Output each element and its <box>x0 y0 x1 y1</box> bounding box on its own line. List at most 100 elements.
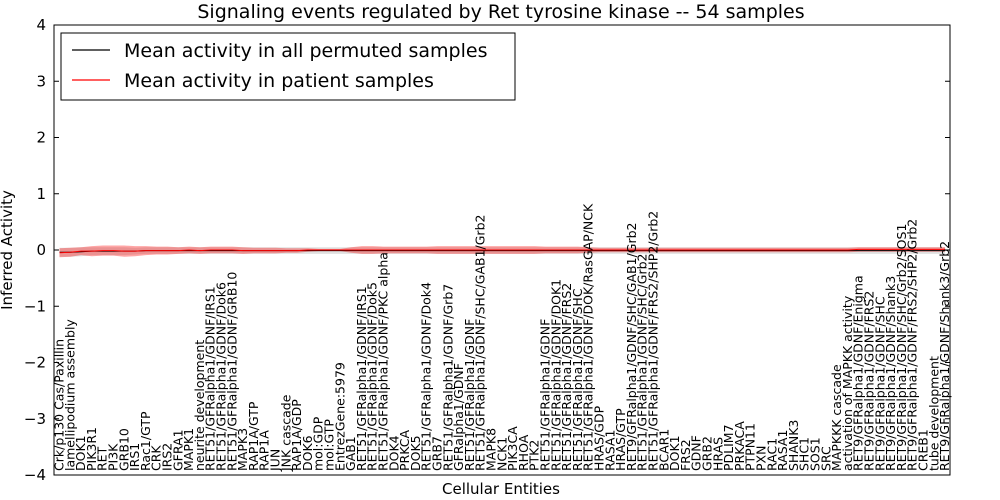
x-tick-label: RHOA <box>516 434 531 471</box>
x-tick-label: RET9/GFRalpha1/GDNF/Enigma <box>851 275 866 471</box>
x-tick-label: RET9/GFRalpha1/GDNF/SHC <box>872 296 887 471</box>
x-tick-label: RET51/GFRalpha1/GDNF/DOK1 <box>548 279 563 471</box>
x-tick-label: MAPKKK cascade <box>829 364 844 471</box>
y-tick-label: −3 <box>24 410 46 428</box>
x-tick-label: RET51/GFRalpha1/GDNF/Dok4 <box>419 282 434 471</box>
y-ticks: 4 3 2 1 0 −1 −2 −3 −4 <box>24 16 950 484</box>
x-tick-label: CREB1 <box>916 429 931 471</box>
x-tick-label: DOK6 <box>300 435 315 471</box>
y-tick-label: 2 <box>36 129 46 147</box>
x-tick-label: IRS1 <box>127 443 142 471</box>
x-tick-label: Crk/p130 Cas/Paxillin <box>52 339 67 471</box>
x-tick-label: HRAS <box>710 437 725 471</box>
x-tick-label: PIK3R1 <box>84 427 99 471</box>
x-tick-label: GDNF <box>689 435 704 471</box>
x-tick-label: MAPK8 <box>484 428 499 471</box>
x-tick-label: RET9/GFRalpha1/GDNF/FRS2/SHP2/Grb2 <box>905 219 920 471</box>
x-tick-label: HRAS/GDP <box>592 405 607 471</box>
x-tick-label: RET51/GFRalpha1/GDNF/FRS2/SHP2/Grb2 <box>646 211 661 471</box>
y-tick-label: −4 <box>24 466 46 484</box>
x-tick-label: GFRA1 <box>170 429 185 471</box>
x-tick-label: lamellipodium assembly <box>62 319 77 471</box>
x-tick-label: DOK5 <box>408 435 423 471</box>
y-axis-label: Inferred Activity <box>0 190 16 310</box>
x-tick-label: RET51/GFRalpha1/GDNF/IRS1 <box>354 286 369 471</box>
x-tick-label: RASA1 <box>775 430 790 471</box>
confidence-bands <box>59 245 946 258</box>
x-tick-label: RET51/GFRalpha1/GDNF/IRS1 <box>203 286 218 471</box>
series-lines <box>59 248 946 254</box>
x-tick-label: RET51/GFRalpha1/GDNF/SHC <box>570 288 585 471</box>
y-tick-label: 1 <box>36 185 46 203</box>
x-tick-label: RET9/GFRalpha1/GDNF/Shank3 <box>883 276 898 471</box>
x-tick-label: mol:GDP <box>311 416 326 471</box>
legend-box <box>60 32 516 101</box>
x-tick-label: JUN <box>268 449 283 472</box>
x-tick-label: RET9/GFRalpha1/GDNF/FRS2 <box>862 291 877 471</box>
x-tick-label: RET51/GFRalpha1/GDNF/Dok5 <box>365 282 380 471</box>
x-tick-label: RET51/GFRalpha1/GDNF/Grb7 <box>440 284 455 471</box>
x-tick-label: RAP1A/GTP <box>246 401 261 471</box>
x-tick-label: RAP1A/GDP <box>289 399 304 471</box>
x-tick-label: RET51/GFRalpha1/GDNF/PKC alpha <box>376 252 391 471</box>
x-tick-label: PTPN11 <box>743 423 758 471</box>
x-tick-label: IRS2 <box>160 443 175 471</box>
y-tick-label: 3 <box>36 72 46 90</box>
band-patient <box>59 245 946 258</box>
x-tick-label: RET51/GFRalpha1/GDNF/FRS2 <box>559 283 574 471</box>
x-tick-label: RASA1 <box>602 430 617 471</box>
x-tick-label: MAPK3 <box>235 428 250 471</box>
legend-label-permuted: Mean activity in all permuted samples <box>124 40 487 62</box>
line-patient <box>59 248 946 254</box>
x-tick-label: DOK1 <box>73 435 88 471</box>
x-tick-label: mol:GTP <box>322 419 337 471</box>
x-tick-label: RET9/GFRalpha1/GDNF/SHC/GAB1/Grb2 <box>624 222 639 471</box>
x-tick-label: DOK4 <box>386 435 401 471</box>
x-tick-label: NCK1 <box>494 437 509 471</box>
x-tick-label: GAB1 <box>343 436 358 471</box>
plot-frame <box>53 24 951 476</box>
x-tick-label: RET9/GFRalpha1/GDNF/Shank3/Grb2 <box>937 241 952 471</box>
x-tick-label: SHC1 <box>797 437 812 471</box>
x-tick-label: RET51/GFRalpha1/GDNF/GRB10 <box>224 272 239 471</box>
x-tick-label: RAC1 <box>764 438 779 471</box>
x-tick-label: RET51/GFRalpha1/GDNF/DOK/RasGAP/NCK <box>581 203 596 471</box>
y-tick-label: 4 <box>36 16 46 34</box>
x-tick-label: RAP1A <box>257 430 272 471</box>
x-tick-label: MAPK1 <box>181 428 196 471</box>
x-tick-label: GFRalpha1/GDNF <box>451 363 466 471</box>
x-tick-label: SRC <box>818 446 833 471</box>
x-tick-label: tube development <box>926 356 941 471</box>
x-tick-label: PTK2 <box>527 440 542 471</box>
x-tick-label: RET51/GFRalpha1/GDNF <box>462 319 477 471</box>
x-tick-label: GRB7 <box>430 436 445 471</box>
y-tick-label: −2 <box>24 354 46 372</box>
x-tick-label: PIK3CA <box>505 426 520 471</box>
x-tick-label: Rac1/GTP <box>138 411 153 471</box>
x-tick-label: RET51/GFRalpha1/GDNF/SHC/Grb2 <box>635 254 650 472</box>
x-tick-label: EntrezGene:5979 <box>332 362 347 471</box>
x-tick-label: RET51/GFRalpha1/GDNF/SHC/GAB1/Grb2 <box>473 215 488 471</box>
x-tick-label: DOK1 <box>667 435 682 471</box>
x-tick-label: SHANK3 <box>786 420 801 471</box>
x-tick-label: PDLIM7 <box>721 424 736 471</box>
x-tick-label: PI3K <box>106 443 121 471</box>
x-tick-label: PXN <box>754 446 769 471</box>
x-tick-label: neurite development <box>192 340 207 471</box>
x-axis-label: Cellular Entities <box>442 480 560 498</box>
legend-label-patient: Mean activity in patient samples <box>124 70 434 92</box>
legend: Mean activity in all permuted samples Me… <box>60 32 516 101</box>
chart-title: Signaling events regulated by Ret tyrosi… <box>197 1 804 23</box>
x-tick-label: SOS1 <box>808 437 823 471</box>
x-tick-label: RET <box>95 446 110 471</box>
x-tick-label: GRB2 <box>700 436 715 471</box>
x-tick-label: CRK <box>149 445 164 471</box>
y-tick-label: 0 <box>36 241 46 259</box>
x-tick-label: HRAS/GTP <box>613 408 628 471</box>
x-tick-label: PRKCA <box>397 430 412 471</box>
x-tick-label: JNK cascade <box>278 394 293 472</box>
x-tick-label: RET9/GFRalpha1/GDNF/SHC/Grb2/SOS1 <box>894 224 909 471</box>
x-tick-label: FRS2 <box>678 439 693 471</box>
